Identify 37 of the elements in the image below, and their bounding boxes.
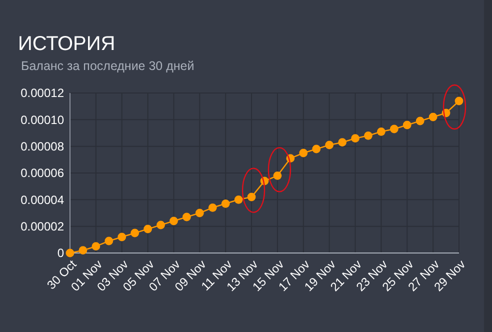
point: [325, 140, 334, 150]
point: [247, 192, 256, 202]
point: [78, 246, 88, 255]
point: [416, 116, 424, 126]
point: [428, 112, 438, 122]
y-tick-label: 0.00008: [20, 140, 64, 154]
point: [377, 127, 386, 136]
point: [402, 120, 412, 130]
point: [144, 224, 152, 234]
y-tick-label: 0.00004: [20, 192, 64, 207]
chart-title: ИСТОРИЯ: [18, 33, 116, 55]
point: [104, 236, 114, 246]
point: [299, 148, 308, 158]
point: [208, 203, 217, 212]
point: [312, 144, 321, 154]
point: [221, 199, 230, 208]
y-tick-label: 0.00002: [20, 220, 64, 234]
point: [390, 124, 398, 134]
point: [130, 228, 140, 238]
point: [118, 232, 126, 242]
point: [156, 220, 165, 230]
point: [273, 171, 282, 180]
y-tick-label: 0.00012: [20, 86, 64, 100]
point: [182, 212, 191, 222]
y-tick-label: 0.00010: [20, 112, 64, 127]
chart-subtitle: Баланс за последние 30 дней: [21, 59, 194, 73]
point: [195, 208, 204, 218]
point: [351, 134, 360, 143]
y-tick-label: 0.00006: [20, 166, 64, 180]
point: [454, 96, 464, 106]
point: [66, 248, 74, 258]
point: [92, 242, 100, 251]
point: [338, 138, 346, 147]
point: [234, 195, 243, 204]
point: [170, 216, 178, 226]
point: [364, 131, 372, 140]
y-tick-label: 0: [57, 246, 64, 260]
